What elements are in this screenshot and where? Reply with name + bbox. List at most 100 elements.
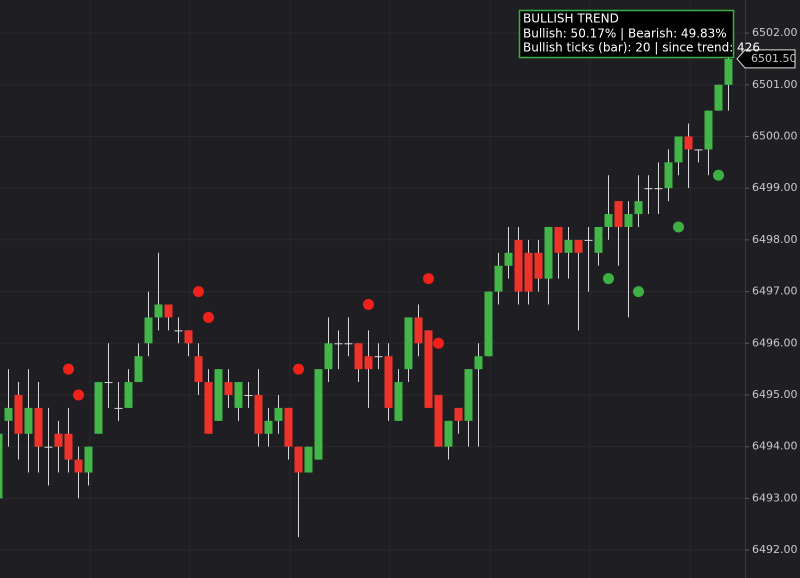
buy-signal [603,273,614,285]
candle-body [694,149,703,151]
candle-body [0,433,3,499]
candle-body [304,446,313,473]
y-tick-label: 6492.00 [752,543,798,556]
candle-body [604,214,613,227]
candle-body [484,291,493,357]
sell-signal [63,363,74,375]
sell-signal [193,286,204,298]
sell-signal [363,299,374,311]
candle-body [294,446,303,473]
candle-body [334,343,343,345]
candle-body [534,252,543,279]
candle-body [514,239,523,292]
candle-body [264,420,273,434]
candle-body [634,201,643,215]
candle-body [674,136,683,163]
last-price-marker [736,49,796,69]
candle-body [464,369,473,421]
candle-body [164,304,173,318]
info-box-frame [518,9,735,59]
candle-body [74,459,83,473]
candle-body [724,58,733,85]
sell-signal [433,337,444,349]
vertical-grid [89,0,691,578]
candle-body [404,317,413,370]
y-tick-label: 6497.00 [752,285,798,298]
candle-body [544,226,553,279]
candle-body [284,407,293,447]
y-tick-label: 6498.00 [752,233,798,246]
candle-body [254,394,263,434]
candle-body [64,433,73,460]
info-box: BULLISH TREND Bullish: 50.17% | Bearish:… [518,9,760,59]
buy-signal [713,169,724,181]
candle-body [94,382,103,434]
candle-body [704,110,713,150]
y-tick-label: 6493.00 [752,491,798,504]
candle-body [414,317,423,344]
plot: 6492.00 6493.00 6494.00 6495.00 6496.00 6497.… [0,26,798,556]
candle-body [624,214,633,227]
candle-body [114,407,123,409]
candle-body [124,382,133,408]
candle-body [584,239,593,241]
candle-body [494,265,503,292]
candle-body [654,188,663,190]
candle-body [504,252,513,266]
candle-body [214,369,223,421]
y-tick-label: 6500.00 [752,129,798,142]
candle-body [204,382,213,434]
candle-body [314,369,323,460]
candle-body [444,420,453,447]
last-price-label: 6501.50 [751,52,797,65]
y-tick-label: 6499.00 [752,181,798,194]
candle-body [14,394,23,434]
candle-body [244,394,253,396]
candle-body [224,382,233,395]
buy-signal [673,221,684,233]
candle-body [594,226,603,253]
candle-body [384,356,393,408]
buy-signal [633,286,644,298]
sell-signal [73,389,84,401]
candle-body [104,382,113,384]
sell-signal [293,363,304,375]
sell-signal [423,273,434,285]
candle-body [664,162,673,189]
candle-body [424,330,433,408]
candle-body [614,201,623,227]
candle-body [134,356,143,383]
candle-body [184,330,193,344]
candle-body [574,239,583,253]
candle-body [234,382,243,408]
candle-body [374,356,383,358]
y-tick-label: 6494.00 [752,440,798,453]
candle-body [644,188,653,190]
candle-body [564,239,573,253]
candle-body [54,433,63,447]
candle-body [454,407,463,421]
candle-body [684,136,693,150]
candle-body [714,84,723,111]
candle-body [524,252,533,292]
y-tick-label: 6495.00 [752,388,798,401]
candle-body [34,407,43,447]
candle-body [354,343,363,370]
candle-body [144,317,153,344]
candle-body [324,343,333,370]
candle-body [194,356,203,383]
candle-body [154,304,163,318]
candle-body [394,382,403,421]
candle-body [274,407,283,421]
candle-body [4,407,13,421]
info-line: Bullish: 50.17% | Bearish: 49.83% [523,27,727,41]
candle-body [174,330,183,332]
y-tick-label: 6501.00 [752,78,798,91]
candle-body [474,356,483,370]
sell-signal [203,311,214,323]
candle-body [84,446,93,473]
y-tick-label: 6502.00 [752,26,798,39]
